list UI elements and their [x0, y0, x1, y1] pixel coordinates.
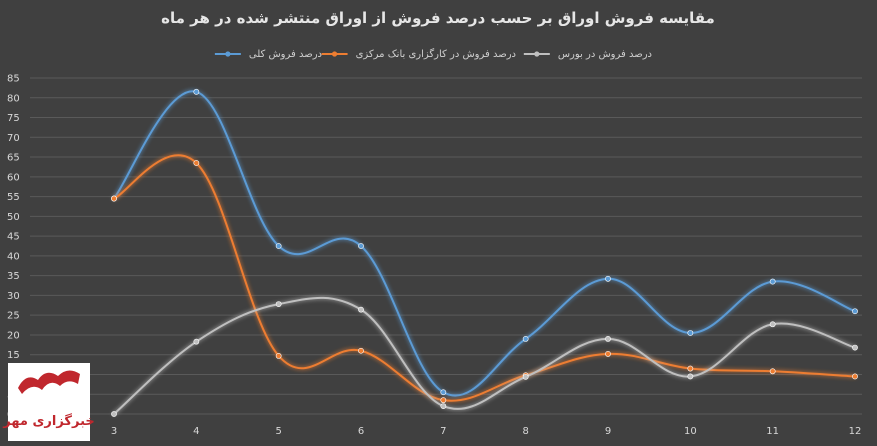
data-point — [275, 301, 282, 308]
y-tick-label: 25 — [7, 311, 20, 322]
y-tick-label: 50 — [7, 212, 20, 223]
data-point — [769, 321, 776, 328]
data-point — [358, 306, 364, 313]
data-point — [358, 347, 364, 354]
x-tick-label: 9 — [605, 426, 611, 437]
series-line-2 — [113, 296, 856, 415]
data-point — [111, 411, 117, 417]
data-point — [440, 397, 447, 404]
x-tick-label: 8 — [522, 426, 528, 437]
y-tick-label: 70 — [7, 133, 20, 144]
data-point — [605, 275, 611, 282]
data-point — [605, 351, 611, 357]
data-point — [358, 243, 364, 249]
legend-label: درصد فروش در بورس — [558, 49, 652, 60]
data-point — [687, 373, 694, 380]
data-point — [111, 195, 117, 202]
x-axis-ticks: 3 4 5 6 7 8 9 10 11 12 — [111, 426, 862, 437]
data-point — [605, 335, 611, 342]
x-tick-label: 10 — [684, 426, 697, 437]
data-point — [275, 243, 282, 249]
logo-mark — [18, 370, 80, 394]
chart-title: مقایسه فروش اوراق بر حسب درصد فروش از او… — [161, 9, 715, 27]
data-point — [440, 389, 447, 396]
y-tick-label: 40 — [7, 251, 20, 262]
data-point — [193, 88, 200, 95]
data-point — [769, 368, 776, 375]
series-line-0 — [113, 90, 856, 397]
y-tick-label: 45 — [7, 232, 20, 243]
logo-text: خبرگزاری مهر — [2, 413, 95, 429]
gridlines — [30, 77, 862, 415]
y-tick-label: 20 — [7, 330, 20, 341]
y-tick-label: 85 — [7, 74, 20, 85]
data-point — [275, 352, 282, 359]
data-point — [852, 308, 858, 315]
y-tick-label: 30 — [7, 291, 20, 302]
y-tick-label: 60 — [7, 172, 20, 183]
legend-marker — [331, 51, 338, 57]
data-point — [193, 160, 200, 166]
x-tick-label: 6 — [358, 426, 364, 437]
data-point — [769, 278, 776, 285]
x-tick-label: 11 — [766, 426, 779, 437]
y-tick-label: 65 — [7, 153, 20, 164]
data-point — [852, 373, 858, 380]
legend-marker — [225, 51, 231, 57]
series-line-1 — [113, 154, 856, 402]
x-tick-label: 5 — [275, 426, 281, 437]
data-point — [522, 335, 529, 342]
y-tick-label: 80 — [7, 93, 20, 104]
data-point — [440, 403, 447, 409]
data-point — [687, 330, 694, 336]
legend-label: درصد فروش در کارگزاری بانک مرکزی — [356, 48, 516, 60]
series-lines — [113, 90, 856, 415]
series-points — [111, 88, 858, 417]
x-tick-label: 4 — [193, 426, 199, 437]
data-point — [852, 344, 858, 351]
data-point — [193, 338, 200, 345]
y-tick-label: 35 — [7, 271, 20, 282]
y-tick-label: 15 — [7, 350, 20, 361]
y-tick-label: 75 — [7, 113, 20, 124]
x-tick-label: 3 — [111, 426, 117, 437]
data-point — [687, 365, 694, 372]
x-tick-label: 7 — [440, 426, 446, 437]
x-tick-label: 12 — [849, 426, 862, 437]
y-tick-label: 55 — [7, 192, 20, 203]
legend: درصد فروش کلی درصد فروش در کارگزاری بانک … — [214, 48, 652, 60]
legend-marker — [534, 51, 540, 57]
data-point — [522, 373, 529, 380]
mehr-news-logo: خبرگزاری مهر — [2, 363, 95, 441]
legend-label: درصد فروش کلی — [249, 49, 322, 60]
